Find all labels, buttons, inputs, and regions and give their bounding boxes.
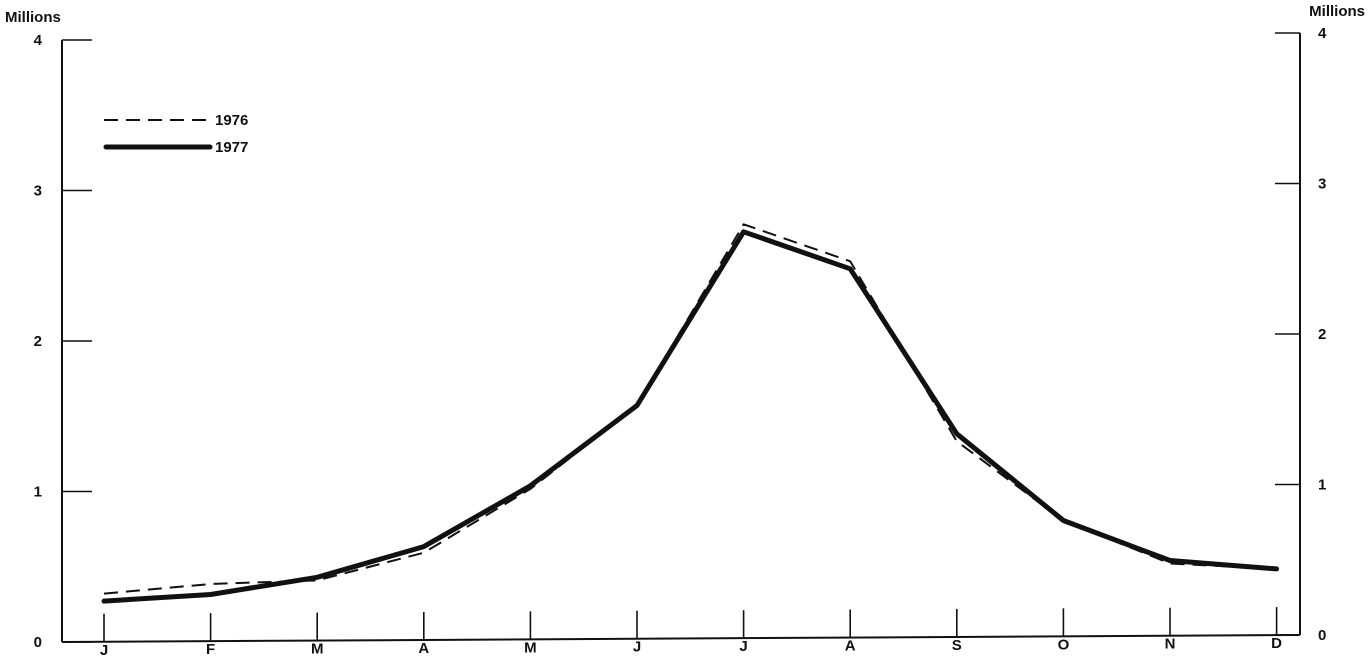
x-axis: [61, 634, 1301, 643]
x-tick-label: S: [952, 637, 962, 654]
right-y-tick-label: 1: [1318, 477, 1326, 494]
right-axis-unit-label: Millions: [1309, 3, 1365, 20]
x-tick-label: A: [418, 640, 429, 657]
x-tick-label: J: [739, 638, 747, 655]
right-y-tick-label: 4: [1318, 25, 1327, 42]
x-tick-label: M: [311, 641, 324, 658]
left-y-tick-label: 3: [34, 183, 42, 200]
x-tick-label: N: [1165, 636, 1176, 653]
right-y-tick-label: 3: [1318, 176, 1326, 193]
x-tick-label: O: [1058, 636, 1070, 653]
legend: 1976 1977: [103, 112, 248, 156]
left-axis-unit-label: Millions: [5, 9, 61, 26]
x-tick-label: D: [1271, 635, 1282, 652]
left-y-tick-label: 1: [34, 484, 42, 501]
x-tick-label: A: [845, 638, 856, 655]
legend-label-1976: 1976: [215, 112, 248, 129]
left-y-tick-label: 0: [34, 634, 42, 651]
left-y-tick-label: 4: [34, 32, 43, 49]
x-tick-label: M: [524, 639, 537, 656]
left-y-tick-label: 2: [34, 333, 42, 350]
right-y-tick-label: 2: [1318, 326, 1326, 343]
x-tick-label: F: [206, 641, 215, 658]
x-tick-label: J: [100, 642, 108, 658]
x-tick-label: J: [633, 639, 641, 656]
right-y-tick-label: 0: [1318, 627, 1326, 644]
series-line-1977: [101, 229, 1280, 604]
series-line-1976: [103, 223, 1277, 595]
legend-label-1977: 1977: [215, 139, 248, 156]
